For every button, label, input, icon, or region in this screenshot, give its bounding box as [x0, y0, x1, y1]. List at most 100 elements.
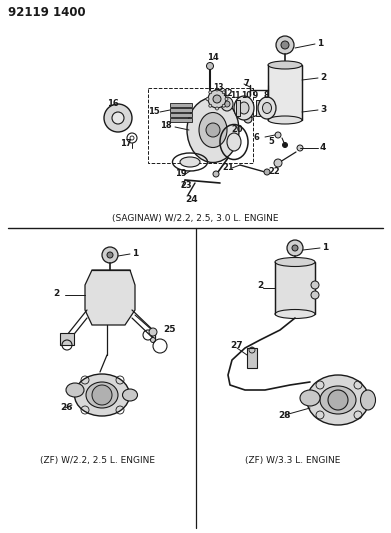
Bar: [60, 333, 74, 345]
Ellipse shape: [234, 96, 254, 120]
Circle shape: [222, 104, 225, 107]
Ellipse shape: [180, 157, 200, 167]
Text: 1: 1: [317, 39, 323, 49]
Text: 3: 3: [320, 106, 326, 115]
Text: 1: 1: [132, 249, 138, 259]
Circle shape: [215, 88, 219, 91]
Bar: [247, 348, 257, 368]
Text: 15: 15: [148, 108, 160, 117]
Circle shape: [328, 390, 348, 410]
Circle shape: [311, 291, 319, 299]
Text: 14: 14: [207, 52, 219, 61]
Text: 5: 5: [268, 138, 274, 147]
Ellipse shape: [262, 102, 271, 114]
Text: 12: 12: [222, 88, 233, 98]
Circle shape: [213, 171, 219, 177]
Text: 20: 20: [231, 125, 243, 134]
Text: 25: 25: [163, 326, 176, 335]
Circle shape: [149, 328, 157, 336]
Text: 17: 17: [120, 139, 132, 148]
Text: 28: 28: [278, 410, 291, 419]
Text: 27: 27: [230, 341, 243, 350]
Text: 26: 26: [60, 403, 72, 413]
Text: 18: 18: [160, 120, 172, 130]
Circle shape: [276, 36, 294, 54]
Bar: [148, 88, 253, 163]
Ellipse shape: [66, 383, 84, 397]
Circle shape: [209, 104, 212, 107]
Circle shape: [206, 123, 220, 137]
Ellipse shape: [239, 102, 249, 114]
Ellipse shape: [258, 97, 276, 119]
Text: 21: 21: [222, 164, 234, 173]
Circle shape: [283, 142, 287, 148]
Ellipse shape: [268, 116, 302, 124]
Text: 19: 19: [175, 168, 187, 177]
Text: 1: 1: [322, 244, 328, 253]
Ellipse shape: [199, 112, 227, 148]
Circle shape: [206, 62, 213, 69]
Circle shape: [311, 281, 319, 289]
Circle shape: [264, 169, 270, 175]
Bar: [236, 100, 240, 116]
Text: (SAGINAW) W/2.2, 2.5, 3.0 L. ENGINE: (SAGINAW) W/2.2, 2.5, 3.0 L. ENGINE: [112, 214, 278, 222]
Circle shape: [287, 240, 303, 256]
Polygon shape: [85, 270, 135, 325]
Text: 13: 13: [213, 84, 224, 93]
Ellipse shape: [275, 310, 315, 319]
Ellipse shape: [275, 257, 315, 266]
Text: 23: 23: [180, 181, 192, 190]
Text: 9: 9: [253, 91, 258, 100]
Circle shape: [274, 159, 282, 167]
Text: 2: 2: [54, 288, 60, 297]
Circle shape: [102, 247, 118, 263]
Text: 6: 6: [253, 133, 259, 141]
Ellipse shape: [320, 386, 356, 414]
Circle shape: [224, 101, 230, 107]
Text: 8: 8: [264, 92, 269, 101]
Circle shape: [225, 98, 228, 101]
Text: 7: 7: [243, 78, 249, 87]
Circle shape: [209, 91, 212, 94]
Text: 11: 11: [230, 91, 240, 100]
Ellipse shape: [221, 97, 233, 111]
Bar: [170, 103, 192, 107]
Circle shape: [244, 115, 252, 123]
Bar: [170, 108, 192, 112]
Bar: [170, 118, 192, 122]
Ellipse shape: [361, 390, 375, 410]
Ellipse shape: [307, 375, 369, 425]
Ellipse shape: [300, 390, 320, 406]
Text: 16: 16: [107, 100, 119, 109]
Text: 24: 24: [185, 196, 197, 205]
Circle shape: [222, 91, 225, 94]
Bar: [275, 262, 315, 314]
Ellipse shape: [268, 61, 302, 69]
Circle shape: [151, 337, 156, 343]
Text: (ZF) W/2.2, 2.5 L. ENGINE: (ZF) W/2.2, 2.5 L. ENGINE: [41, 456, 156, 464]
Ellipse shape: [227, 133, 241, 151]
Ellipse shape: [187, 98, 239, 163]
Circle shape: [215, 107, 219, 110]
Circle shape: [213, 95, 221, 103]
Bar: [268, 65, 302, 120]
Circle shape: [208, 90, 226, 108]
Circle shape: [112, 112, 124, 124]
Bar: [256, 100, 260, 116]
Circle shape: [206, 98, 209, 101]
Ellipse shape: [86, 382, 118, 408]
Circle shape: [292, 245, 298, 251]
Circle shape: [297, 145, 303, 151]
Circle shape: [281, 41, 289, 49]
Text: 4: 4: [320, 143, 326, 152]
Circle shape: [107, 252, 113, 258]
Circle shape: [275, 132, 281, 138]
Circle shape: [92, 385, 112, 405]
Bar: [170, 113, 192, 117]
Ellipse shape: [75, 374, 129, 416]
Text: 22: 22: [268, 167, 280, 176]
Circle shape: [104, 104, 132, 132]
Text: 2: 2: [257, 280, 263, 289]
Text: 92119 1400: 92119 1400: [8, 6, 86, 20]
Ellipse shape: [122, 389, 138, 401]
